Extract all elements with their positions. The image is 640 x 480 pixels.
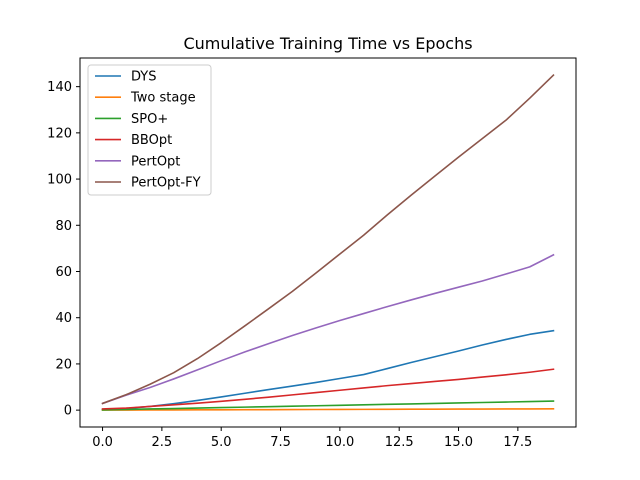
- legend-label-1: Two stage: [130, 91, 196, 106]
- x-tick-label: 0.0: [92, 435, 113, 450]
- x-axis: 0.0 2.5 5.0 7.5 10.0 12.5 15.0 17.5: [92, 427, 532, 450]
- plot-frame: [79, 57, 577, 428]
- legend-label-4: PertOpt: [131, 154, 180, 169]
- y-tick-label: 40: [55, 311, 72, 326]
- y-axis: 0 20 40 60 80 100 120 140: [47, 80, 80, 419]
- series-line-2: [101, 400, 555, 411]
- series-line-4: [101, 253, 555, 405]
- x-tick-label: 7.5: [270, 435, 291, 450]
- y-tick-label: 80: [55, 219, 72, 234]
- y-tick-label: 120: [47, 126, 72, 141]
- x-tick-label: 17.5: [503, 435, 532, 450]
- x-tick-label: 10.0: [325, 435, 354, 450]
- y-tick-label: 0: [64, 404, 72, 419]
- x-tick-label: 5.0: [211, 435, 232, 450]
- legend-label-2: SPO+: [131, 112, 168, 127]
- series-layer: [101, 73, 555, 411]
- series-line-3: [101, 368, 555, 410]
- legend-label-3: BBOpt: [131, 133, 172, 148]
- y-tick-label: 140: [47, 80, 72, 95]
- x-tick-label: 2.5: [152, 435, 173, 450]
- series-line-0: [101, 329, 555, 411]
- x-tick-label: 15.0: [444, 435, 473, 450]
- y-tick-label: 60: [55, 265, 72, 280]
- y-tick-label: 20: [55, 357, 72, 372]
- chart-title: Cumulative Training Time vs Epochs: [183, 34, 472, 53]
- legend-label-0: DYS: [131, 70, 157, 85]
- series-line-5: [101, 73, 555, 405]
- legend-label-5: PertOpt-FY: [131, 176, 201, 191]
- y-tick-label: 100: [47, 173, 72, 188]
- x-tick-label: 12.5: [385, 435, 414, 450]
- legend: DYS Two stage SPO+ BBOpt PertOpt PertOpt-FY: [87, 64, 212, 196]
- series-line-1: [101, 408, 555, 411]
